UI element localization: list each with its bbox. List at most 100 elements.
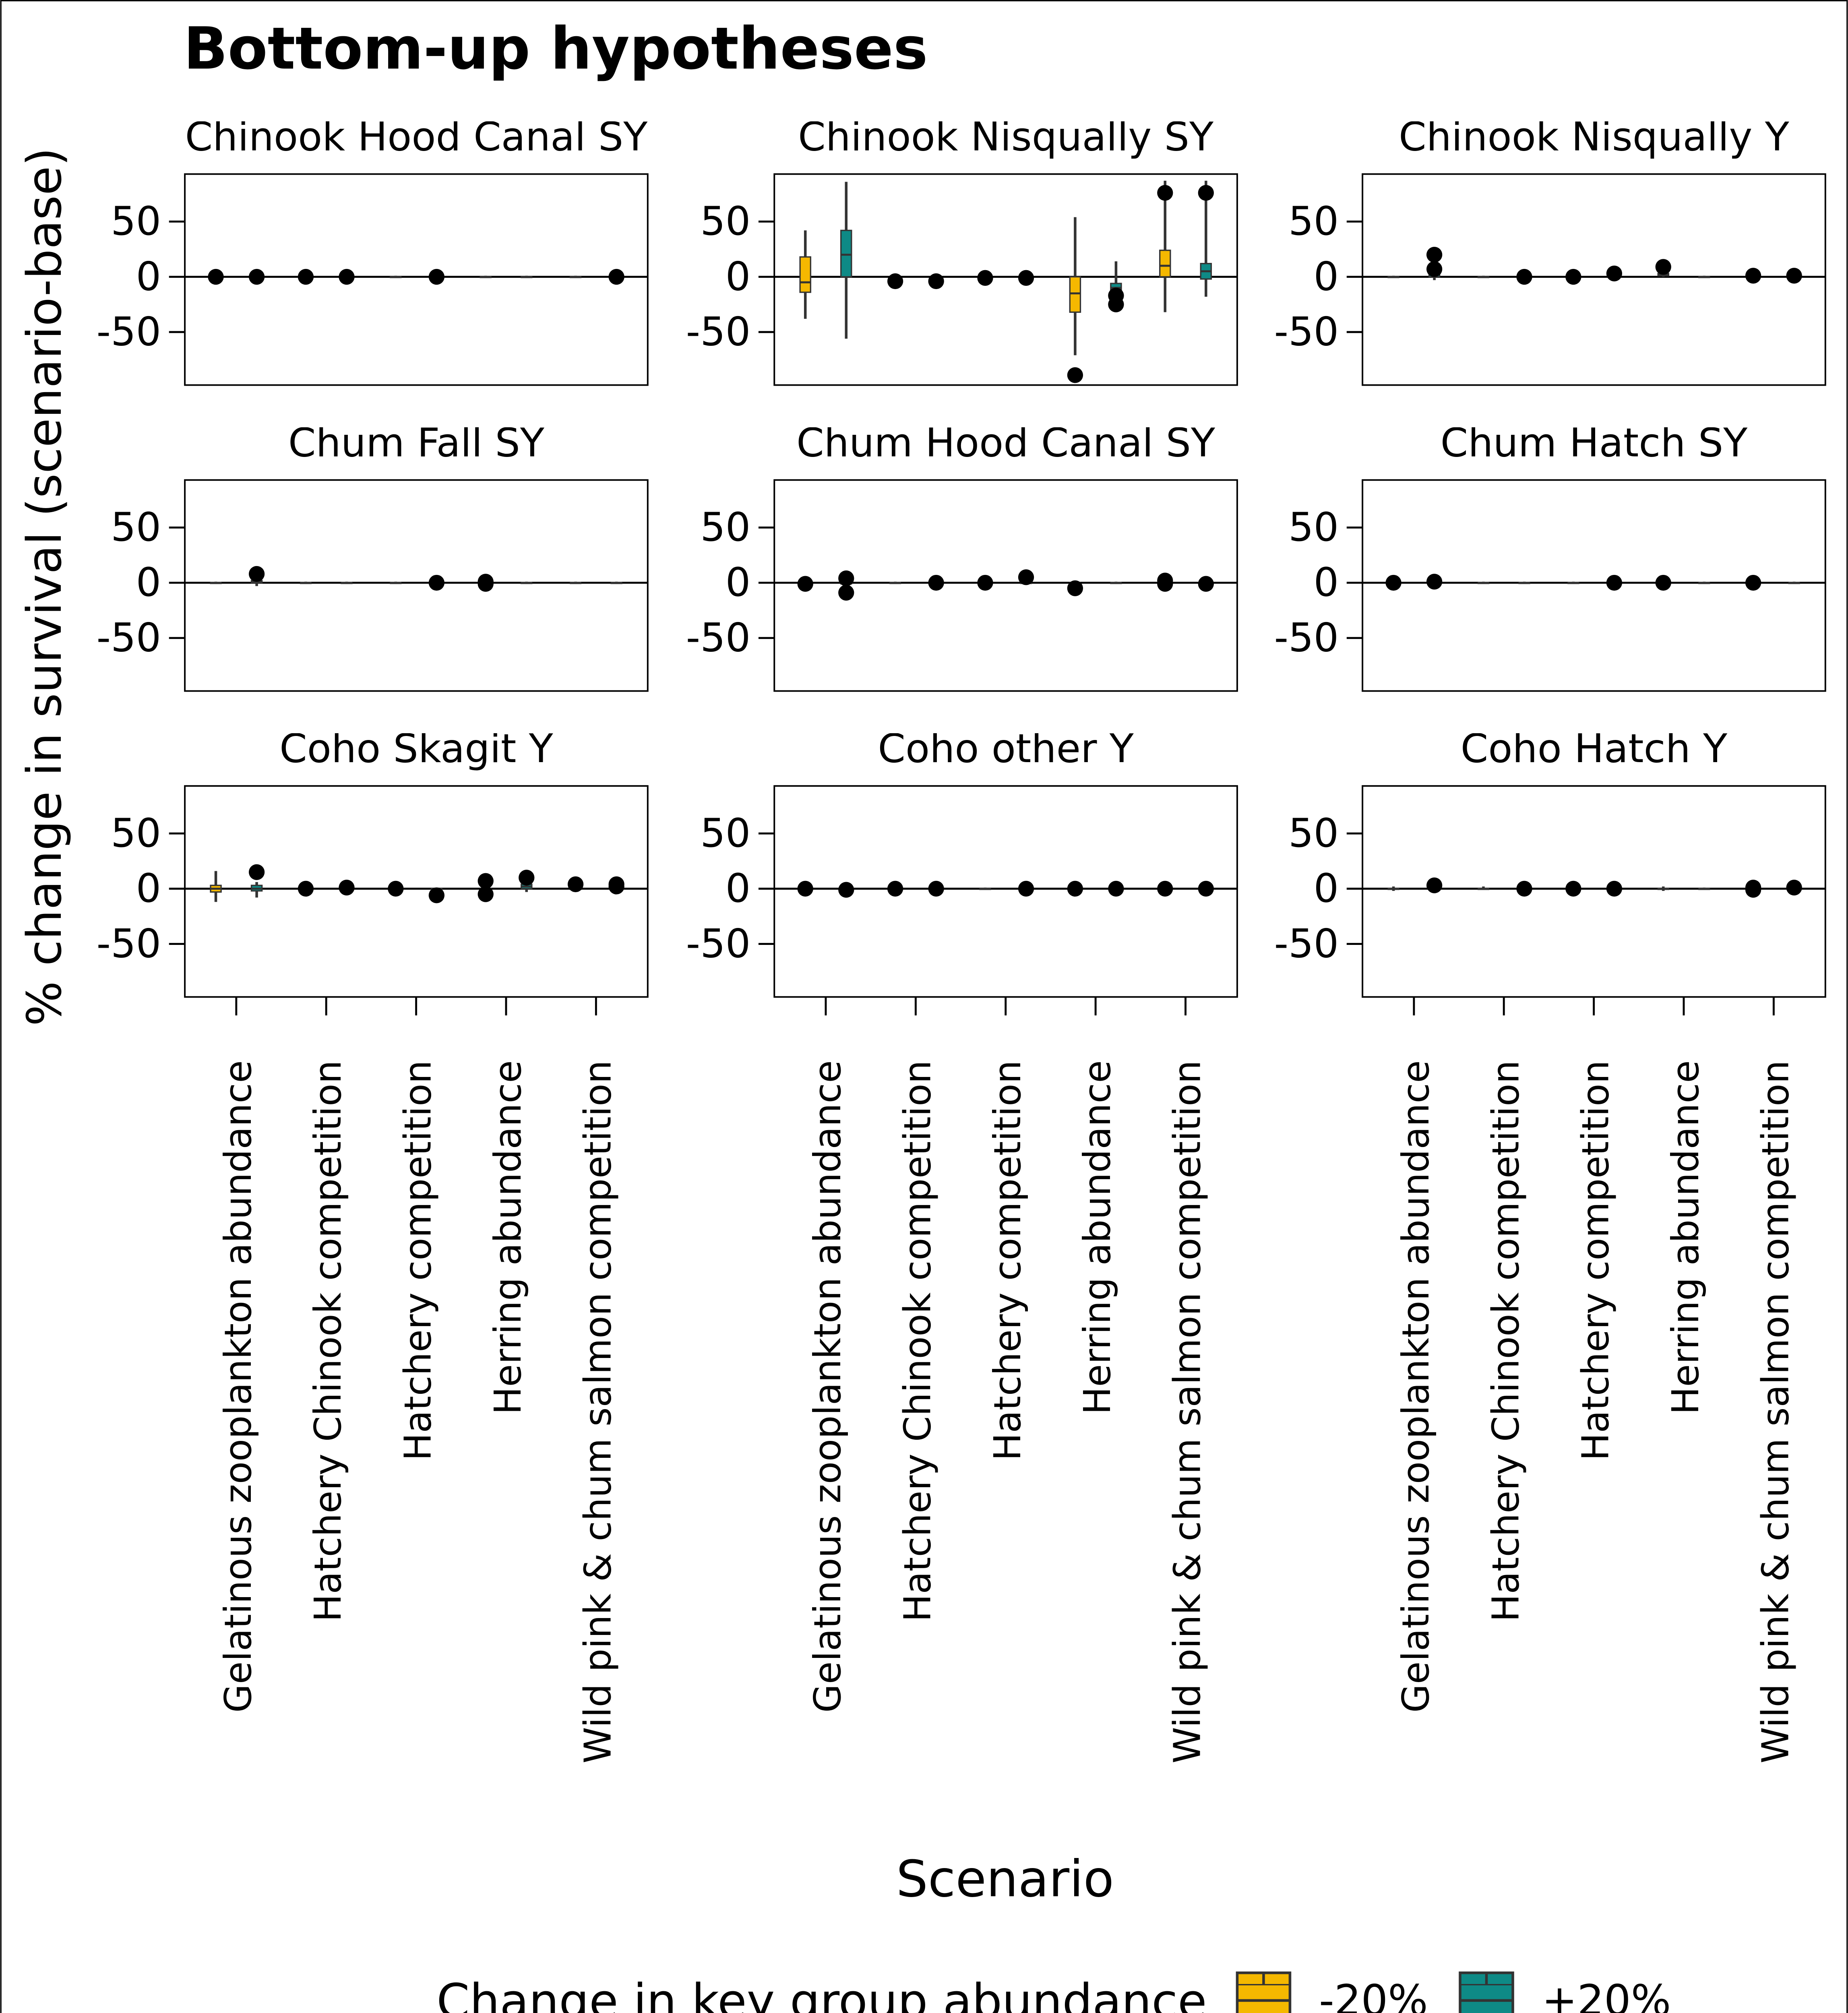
flier bbox=[887, 880, 903, 897]
flier bbox=[1745, 268, 1761, 284]
y-tick-label: -50 bbox=[686, 921, 750, 967]
flier bbox=[1745, 575, 1761, 591]
chart-title: Bottom-up hypotheses bbox=[184, 14, 928, 82]
flier bbox=[1606, 265, 1623, 281]
x-tick-label: Wild pink & chum salmon competition bbox=[576, 1060, 619, 1764]
y-tick-label: -50 bbox=[1274, 615, 1339, 661]
panel-frame bbox=[773, 173, 1238, 386]
y-tick-label: 0 bbox=[136, 560, 161, 606]
flier bbox=[1157, 576, 1173, 592]
y-tick-label: -50 bbox=[97, 309, 161, 355]
flier bbox=[1426, 574, 1443, 590]
x-tick-label: Hatchery competition bbox=[1574, 1060, 1617, 1461]
flier bbox=[1157, 880, 1173, 897]
panel-title: Chum Hood Canal SY bbox=[796, 420, 1215, 466]
flier bbox=[428, 269, 445, 285]
x-tick-label: Hatchery Chinook competition bbox=[1484, 1060, 1527, 1622]
panel-frame bbox=[1362, 173, 1826, 386]
box bbox=[799, 256, 811, 293]
x-tick-label: Herring abundance bbox=[1664, 1060, 1707, 1415]
flier bbox=[977, 270, 993, 286]
y-tick-label: 0 bbox=[1314, 866, 1339, 911]
x-tick-label: Wild pink & chum salmon competition bbox=[1754, 1060, 1797, 1764]
flier bbox=[1018, 880, 1034, 897]
flier bbox=[428, 887, 445, 903]
y-tick-label: 0 bbox=[136, 866, 161, 911]
y-tick-label: -50 bbox=[97, 921, 161, 967]
flier bbox=[1067, 880, 1083, 897]
y-tick-label: 0 bbox=[1314, 254, 1339, 300]
flier bbox=[1426, 261, 1443, 277]
y-tick-label: 50 bbox=[1288, 504, 1339, 550]
panel-frame bbox=[184, 173, 649, 386]
flier bbox=[567, 876, 584, 893]
flier bbox=[928, 575, 944, 591]
y-tick-label: 50 bbox=[1288, 810, 1339, 856]
flier bbox=[1655, 259, 1671, 275]
flier bbox=[478, 576, 494, 592]
flier bbox=[1385, 575, 1402, 591]
flier bbox=[838, 570, 854, 587]
flier bbox=[1018, 270, 1034, 286]
flier bbox=[1198, 185, 1214, 201]
y-tick-label: -50 bbox=[686, 309, 750, 355]
x-axis-label: Scenario bbox=[896, 1850, 1114, 1908]
flier bbox=[1018, 569, 1034, 585]
flier bbox=[1198, 880, 1214, 897]
panel-title: Coho Skagit Y bbox=[279, 726, 553, 772]
y-tick-label: 50 bbox=[700, 504, 750, 550]
legend-title: Change in key group abundance bbox=[436, 1974, 1207, 2013]
flier bbox=[208, 269, 224, 285]
flier bbox=[388, 880, 404, 897]
flier bbox=[248, 566, 265, 582]
panel-frame bbox=[1362, 479, 1826, 692]
y-tick-label: 50 bbox=[111, 810, 161, 856]
y-tick-label: 50 bbox=[700, 810, 750, 856]
y-tick-label: -50 bbox=[1274, 921, 1339, 967]
flier bbox=[1516, 880, 1532, 897]
flier bbox=[1655, 575, 1671, 591]
x-tick-label: Hatchery competition bbox=[986, 1060, 1029, 1461]
flier bbox=[339, 879, 355, 896]
flier bbox=[1426, 247, 1443, 263]
x-tick-label: Hatchery Chinook competition bbox=[306, 1060, 349, 1622]
x-tick-label: Hatchery Chinook competition bbox=[896, 1060, 939, 1622]
x-tick-label: Herring abundance bbox=[486, 1060, 529, 1415]
flier bbox=[1565, 880, 1581, 897]
flier bbox=[1198, 576, 1214, 592]
panel-title: Chinook Nisqually Y bbox=[1399, 114, 1790, 160]
legend-label: +20% bbox=[1542, 1976, 1671, 2013]
flier bbox=[1067, 367, 1083, 383]
y-tick-label: 50 bbox=[1288, 198, 1339, 244]
flier bbox=[928, 273, 944, 289]
y-tick-label: -50 bbox=[1274, 309, 1339, 355]
y-tick-label: 0 bbox=[726, 560, 751, 606]
flier bbox=[838, 882, 854, 898]
flier bbox=[1108, 296, 1124, 312]
flier bbox=[1516, 269, 1532, 285]
flier bbox=[248, 864, 265, 880]
y-tick-label: 50 bbox=[111, 198, 161, 244]
x-tick-label: Gelatinous zooplankton abundance bbox=[1394, 1060, 1437, 1713]
y-tick-label: 0 bbox=[726, 254, 751, 300]
flier bbox=[478, 873, 494, 889]
panel-title: Chum Hatch SY bbox=[1441, 420, 1748, 466]
flier bbox=[1606, 880, 1623, 897]
panel-title: Chinook Nisqually SY bbox=[798, 114, 1214, 160]
y-tick-label: 0 bbox=[1314, 560, 1339, 606]
flier bbox=[977, 575, 993, 591]
panel-frame bbox=[773, 479, 1238, 692]
flier bbox=[1786, 879, 1802, 896]
flier bbox=[298, 269, 314, 285]
flier bbox=[1108, 880, 1124, 897]
y-tick-label: 50 bbox=[111, 504, 161, 550]
flier bbox=[1426, 877, 1443, 893]
flier bbox=[797, 576, 813, 592]
flier bbox=[797, 880, 813, 897]
flier bbox=[608, 878, 624, 895]
flier bbox=[928, 880, 944, 897]
y-tick-label: 0 bbox=[726, 866, 751, 911]
box bbox=[1069, 276, 1081, 313]
